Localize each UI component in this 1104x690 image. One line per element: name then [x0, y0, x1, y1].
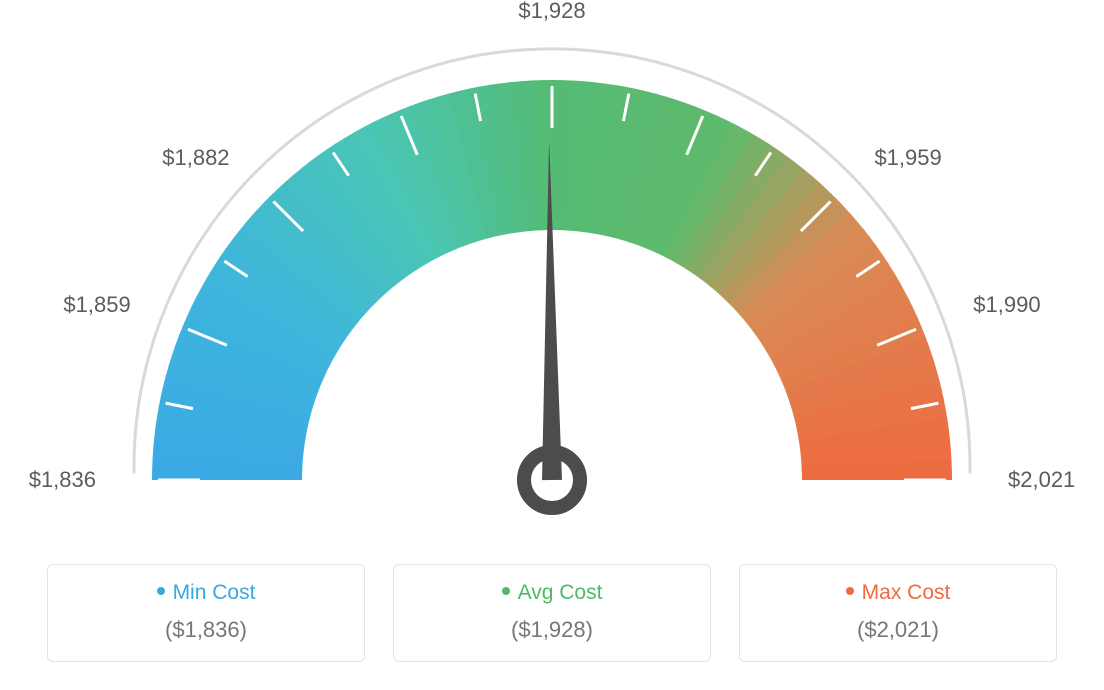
gauge-tick-label: $2,021: [1008, 467, 1075, 493]
legend-card-max: Max Cost ($2,021): [739, 564, 1057, 662]
gauge-tick-label: $1,928: [518, 0, 585, 24]
gauge-tick-label: $1,882: [162, 145, 229, 171]
gauge-tick-label: $1,836: [29, 467, 96, 493]
gauge-tick-label: $1,959: [874, 145, 941, 171]
legend-card-avg: Avg Cost ($1,928): [393, 564, 711, 662]
dot-icon: [157, 587, 165, 595]
gauge-tick-label: $1,859: [63, 292, 130, 318]
legend-card-min: Min Cost ($1,836): [47, 564, 365, 662]
gauge-tick-label: $1,990: [973, 292, 1040, 318]
gauge-svg: [52, 20, 1052, 520]
legend-value-max: ($2,021): [740, 617, 1056, 643]
legend-label-max: Max Cost: [862, 581, 951, 604]
gauge-chart-container: $1,836 $1,859 $1,882 $1,928 $1,959 $1,990 $2,0…: [0, 0, 1104, 690]
legend-title-max: Max Cost: [740, 581, 1056, 605]
legend-title-min: Min Cost: [48, 581, 364, 605]
legend-value-min: ($1,836): [48, 617, 364, 643]
legend-value-avg: ($1,928): [394, 617, 710, 643]
legend-label-min: Min Cost: [173, 581, 256, 604]
dot-icon: [846, 587, 854, 595]
legend-title-avg: Avg Cost: [394, 581, 710, 605]
legend-label-avg: Avg Cost: [518, 581, 603, 604]
dot-icon: [502, 587, 510, 595]
gauge-area: $1,836 $1,859 $1,882 $1,928 $1,959 $1,990 $2,0…: [0, 0, 1104, 530]
legend-row: Min Cost ($1,836) Avg Cost ($1,928) Max …: [0, 564, 1104, 662]
